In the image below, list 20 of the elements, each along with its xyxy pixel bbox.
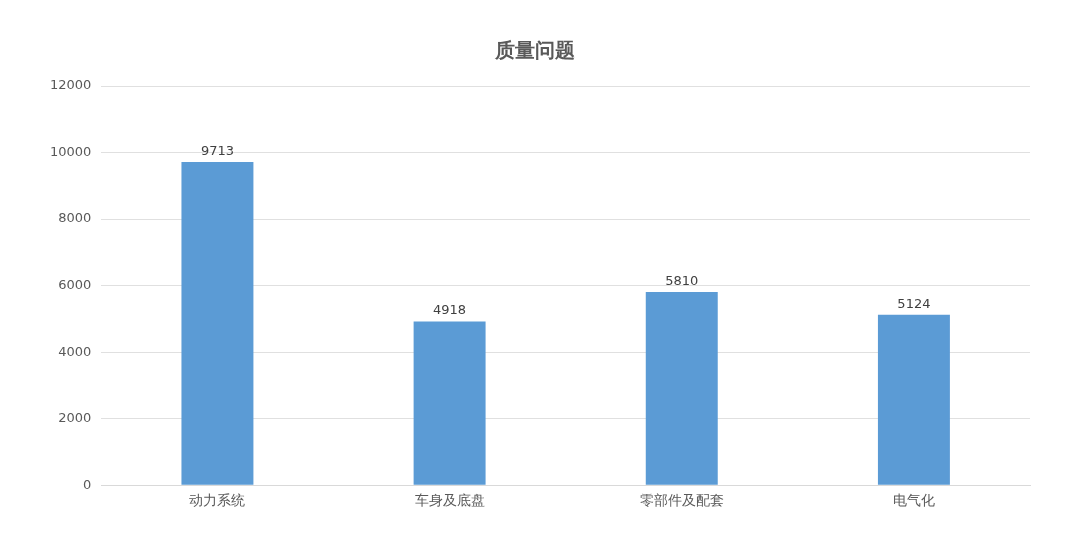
y-tick-label: 6000 <box>58 276 92 292</box>
x-tick-label: 车身及底盘 <box>414 492 485 509</box>
bar <box>877 314 950 485</box>
x-tick-label: 电气化 <box>892 492 935 509</box>
y-tick-label: 2000 <box>58 410 92 426</box>
y-tick-label: 4000 <box>58 343 92 359</box>
y-tick-label: 0 <box>83 476 92 492</box>
data-label: 9713 <box>200 142 234 158</box>
y-tick-label: 8000 <box>58 210 92 226</box>
bar <box>645 291 718 485</box>
bar <box>181 162 254 485</box>
x-tick-label: 零部件及配套 <box>639 492 724 509</box>
data-label: 4918 <box>433 302 467 318</box>
chart-title: 质量问题 <box>494 38 575 63</box>
data-label: 5810 <box>665 272 699 288</box>
x-tick-label: 动力系统 <box>189 492 246 509</box>
y-tick-label: 10000 <box>50 143 92 159</box>
y-tick-label: 12000 <box>50 77 92 93</box>
bar <box>413 321 486 485</box>
data-label: 5124 <box>897 295 931 311</box>
